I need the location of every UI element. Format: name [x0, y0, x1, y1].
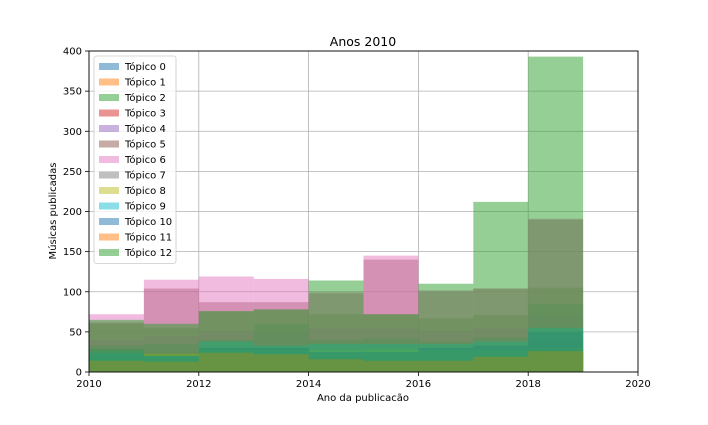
legend-label: Tópico 11: [124, 232, 172, 244]
legend-item: Tópico 5: [99, 139, 166, 151]
legend-label: Tópico 5: [124, 139, 166, 151]
y-tick-label: 300: [63, 127, 82, 138]
bar: [308, 280, 364, 372]
legend-swatch: [99, 249, 119, 256]
y-tick-label: 50: [69, 327, 82, 338]
legend-box: [93, 55, 177, 264]
legend-swatch: [99, 187, 119, 194]
legend-item: Tópico 0: [99, 61, 166, 73]
legend-label: Tópico 4: [124, 123, 166, 135]
x-axis-label: Ano da publicacão: [317, 393, 409, 404]
legend-label: Tópico 3: [124, 108, 166, 120]
chart-title: Anos 2010: [330, 34, 396, 49]
legend-label: Tópico 12: [124, 247, 172, 259]
bar: [363, 314, 419, 372]
bar: [143, 323, 199, 372]
y-tick-label: 400: [63, 47, 82, 58]
y-tick-label: 250: [63, 167, 82, 178]
legend-label: Tópico 6: [124, 154, 166, 166]
y-tick-label: 100: [63, 287, 82, 298]
bars-layer: [89, 56, 584, 373]
legend-item: Tópico 4: [99, 123, 166, 135]
x-tick-label: 2016: [406, 379, 431, 390]
legend-item: Tópico 6: [99, 154, 166, 166]
bar: [253, 309, 309, 372]
series-12: [89, 56, 584, 373]
legend-label: Tópico 2: [124, 92, 166, 104]
y-tick-label: 0: [76, 368, 82, 379]
legend-swatch: [99, 202, 119, 210]
bar: [198, 311, 254, 372]
legend-swatch: [99, 94, 119, 101]
legend-swatch: [99, 156, 119, 163]
bar: [418, 283, 474, 372]
x-tick-label: 2010: [76, 379, 101, 390]
bar: [528, 56, 584, 373]
legend-swatch: [99, 218, 119, 225]
legend-item: Tópico 1: [99, 77, 166, 89]
legend-label: Tópico 7: [124, 170, 166, 182]
legend-item: Tópico 11: [99, 232, 172, 244]
bar: [473, 201, 529, 372]
legend-label: Tópico 8: [124, 185, 166, 197]
legend-swatch: [99, 125, 119, 132]
legend-swatch: [99, 140, 119, 148]
x-tick-label: 2020: [625, 379, 650, 390]
x-tick-label: 2018: [515, 379, 540, 390]
legend-item: Tópico 10: [99, 216, 172, 228]
bar: [89, 319, 144, 372]
legend-item: Tópico 8: [99, 185, 166, 197]
legend-swatch: [99, 171, 119, 179]
x-tick-label: 2012: [186, 379, 211, 390]
legend-label: Tópico 1: [124, 77, 166, 89]
legend-swatch: [99, 78, 119, 86]
legend-label: Tópico 9: [124, 201, 166, 213]
legend-item: Tópico 9: [99, 201, 166, 213]
y-axis-label: Músicas publicadas: [47, 163, 59, 260]
x-axis-ticks: 2010 2012 2014 2016 2018 2020: [76, 372, 651, 390]
legend-item: Tópico 7: [99, 170, 166, 182]
legend-swatch: [99, 63, 119, 70]
legend-item: Tópico 3: [99, 108, 166, 120]
y-axis-ticks: 0 50 100 150 200 250 300 350 400: [63, 47, 89, 379]
legend: Tópico 0 Tópico 1 Tópico 2 Tópico 3 Tópico 4…: [93, 55, 177, 264]
legend-swatch: [99, 109, 119, 117]
legend-label: Tópico 10: [124, 216, 172, 228]
y-tick-label: 150: [63, 247, 82, 258]
y-tick-label: 200: [63, 207, 82, 218]
legend-label: Tópico 0: [124, 61, 166, 73]
legend-item: Tópico 12: [99, 247, 172, 259]
legend-swatch: [99, 233, 119, 241]
y-tick-label: 350: [63, 87, 82, 98]
legend-item: Tópico 2: [99, 92, 166, 104]
x-tick-label: 2014: [296, 379, 321, 390]
